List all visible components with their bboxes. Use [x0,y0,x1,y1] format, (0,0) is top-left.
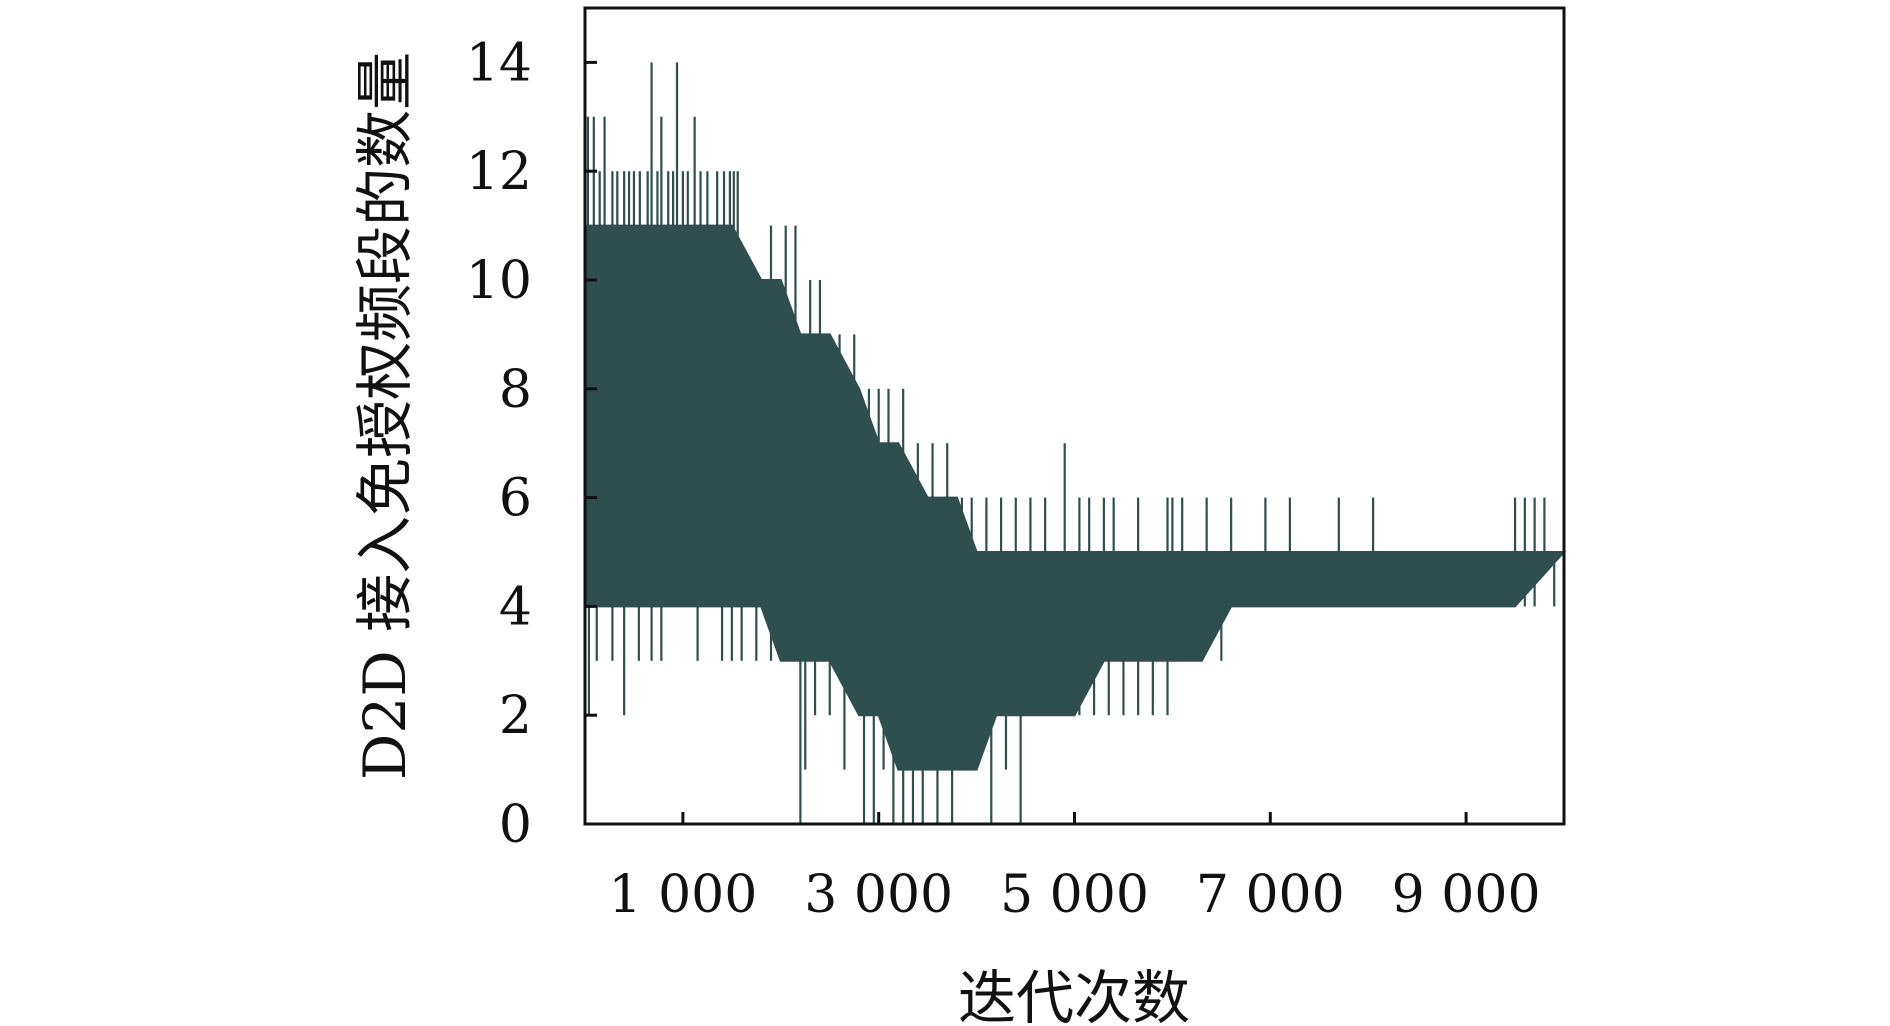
y-tick-label: 4 [499,577,532,637]
x-tick-labels: 1 000 3 000 5 000 7 000 9 000 [608,865,1540,925]
y-tick-label: 0 [499,795,532,855]
x-axis-title: 迭代次数 [958,964,1190,1026]
y-tick-label: 10 [466,251,532,311]
y-tick-label: 14 [466,33,532,93]
x-tick-label: 3 000 [804,865,953,925]
y-tick-label: 2 [499,686,532,746]
series-envelope [584,224,1567,771]
x-tick-label: 5 000 [1000,865,1149,925]
y-tick-label: 6 [499,469,532,529]
x-tick-label: 9 000 [1392,865,1541,925]
x-tick-label: 1 000 [608,865,757,925]
y-axis-title: D2D 接入免授权频段的数量 [351,52,419,780]
axis-ticks [585,60,1468,826]
y-tick-label: 8 [499,360,532,420]
y-tick-label: 12 [466,142,532,202]
y-tick-labels: 0 2 4 6 8 10 12 14 [466,33,532,855]
x-tick-label: 7 000 [1196,865,1345,925]
data-series [584,62,1567,824]
